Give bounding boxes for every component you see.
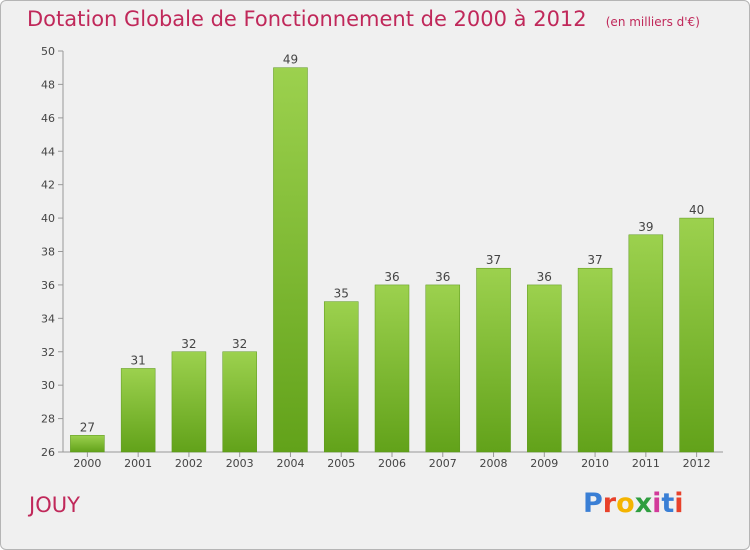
chart-subtitle: (en milliers d'€) (605, 15, 700, 29)
bar-2005 (323, 301, 359, 453)
bar-2011 (628, 234, 664, 453)
y-tick-label: 44 (41, 145, 55, 158)
bar-value-label: 32 (181, 337, 196, 351)
bars: 27 31 32 32 49 35 36 36 37 36 37 39 40 (70, 53, 714, 453)
y-tick-label: 38 (41, 246, 55, 259)
x-tick-label: 2002 (175, 457, 203, 470)
bar-2007 (425, 284, 461, 453)
bar-2012 (679, 217, 714, 453)
bar-value-label: 37 (486, 253, 501, 267)
y-tick-label: 40 (41, 212, 55, 225)
bar-2009 (527, 284, 562, 453)
x-tick-label: 2008 (480, 457, 508, 470)
logo-letter: P (583, 488, 603, 519)
y-tick-label: 28 (41, 413, 55, 426)
bar-value-label: 36 (384, 270, 399, 284)
bar-value-label: 36 (537, 270, 552, 284)
bar-2008 (476, 267, 511, 453)
bar-value-label: 27 (80, 420, 95, 434)
chart-title: Dotation Globale de Fonctionnement de 20… (27, 7, 587, 31)
logo-letter: o (616, 488, 635, 519)
bar-value-label: 35 (334, 287, 349, 301)
bar-value-label: 36 (435, 270, 450, 284)
x-tick-label: 2000 (73, 457, 101, 470)
x-tick-label: 2011 (632, 457, 660, 470)
bar-value-label: 37 (587, 253, 602, 267)
logo-letter: i (674, 488, 684, 519)
logo-letter: t (661, 488, 675, 519)
logo-letter: x (634, 488, 653, 519)
axes: 26 28 30 32 34 36 38 40 42 44 46 48 50 2000 2001 2002 20… (41, 45, 723, 470)
y-tick-label: 36 (41, 279, 55, 292)
bar-2010 (577, 267, 613, 453)
y-tick-label: 30 (41, 379, 55, 392)
x-tick-label: 2005 (327, 457, 355, 470)
bar-2001 (120, 368, 156, 453)
bar-2006 (374, 284, 410, 453)
bar-value-label: 49 (283, 53, 298, 67)
x-tick-label: 2003 (226, 457, 254, 470)
x-tick-label: 2010 (581, 457, 609, 470)
bar-value-label: 40 (689, 203, 704, 217)
y-tick-label: 42 (41, 179, 55, 192)
x-tick-label: 2006 (378, 457, 406, 470)
x-tick-label: 2012 (683, 457, 711, 470)
y-tick-label: 50 (41, 45, 55, 58)
town-name: JOUY (29, 493, 80, 517)
logo-letter: i (652, 488, 662, 519)
x-tick-label: 2004 (276, 457, 304, 470)
y-tick-label: 48 (41, 78, 55, 91)
bar-value-label: 39 (638, 220, 653, 234)
y-tick-label: 32 (41, 346, 55, 359)
chart-title-block: Dotation Globale de Fonctionnement de 20… (27, 7, 700, 31)
bar-value-label: 32 (232, 337, 247, 351)
bar-2000 (70, 435, 105, 453)
x-tick-label: 2009 (530, 457, 558, 470)
y-tick-label: 26 (41, 446, 55, 459)
proxiti-logo[interactable]: Proxiti (583, 488, 684, 519)
bar-2002 (171, 351, 207, 453)
x-tick-label: 2007 (429, 457, 457, 470)
bar-value-label: 31 (131, 353, 146, 367)
bar-2004 (273, 67, 308, 453)
bar-2003 (222, 351, 257, 453)
y-tick-label: 46 (41, 112, 55, 125)
y-tick-label: 34 (41, 312, 55, 325)
logo-letter: r (602, 488, 617, 519)
x-tick-label: 2001 (124, 457, 152, 470)
